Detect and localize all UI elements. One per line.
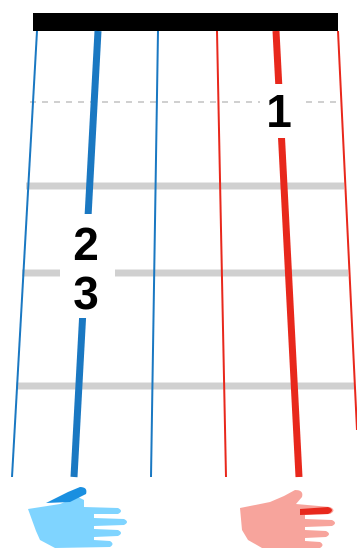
- string-1: [11, 30, 38, 478]
- string-3: [150, 30, 159, 478]
- finger-label-1: 1: [266, 85, 292, 137]
- nut: [33, 13, 338, 31]
- finger-label-3: 3: [73, 267, 99, 319]
- finger-label-2: 2: [73, 218, 99, 270]
- finger-23-background: [60, 214, 115, 318]
- left-hand-icon: [28, 487, 127, 548]
- finger-1-background: [260, 84, 300, 138]
- string-6: [337, 30, 357, 431]
- string-4: [216, 30, 227, 478]
- right-hand-icon: [240, 490, 335, 548]
